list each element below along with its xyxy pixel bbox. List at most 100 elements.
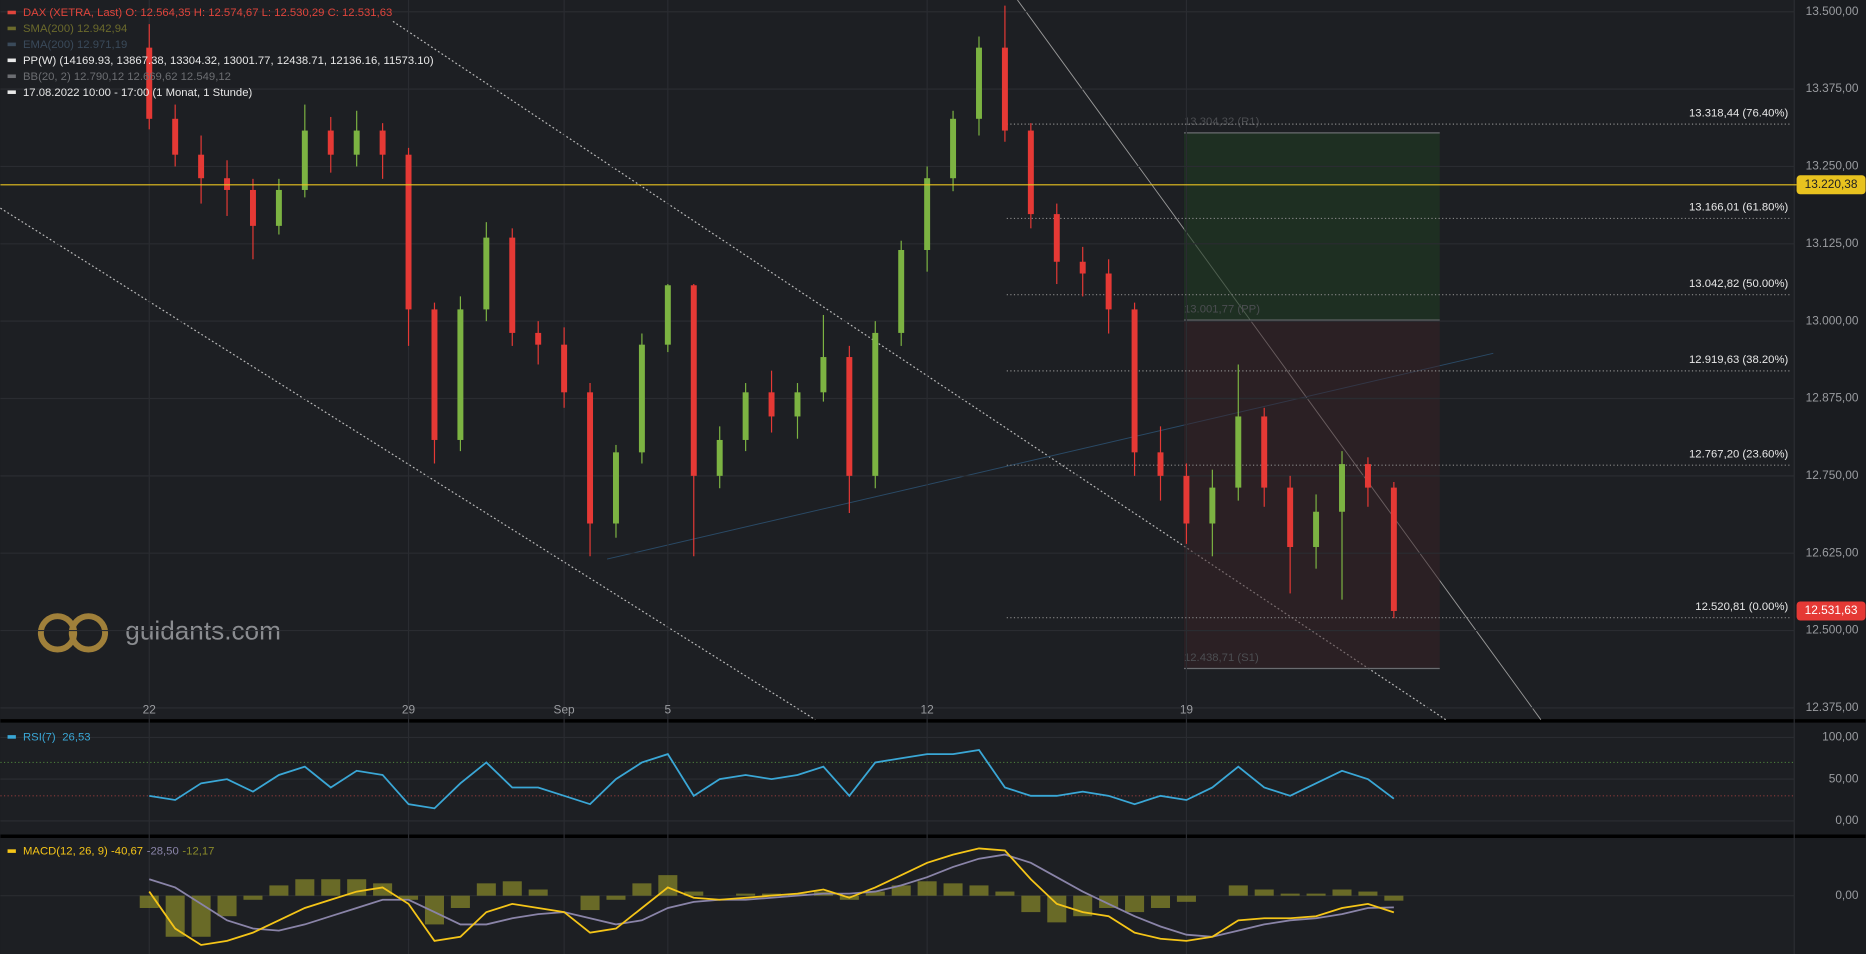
candle-body bbox=[1053, 214, 1060, 262]
macd-histogram-bar bbox=[1254, 889, 1274, 896]
legend-line: PP(W) (14169.93, 13867.38, 13304.32, 130… bbox=[23, 55, 434, 67]
y-tick-label: 13.250,00 bbox=[1806, 159, 1859, 173]
macd-histogram-bar bbox=[165, 895, 185, 937]
macd-histogram-bar bbox=[1306, 893, 1326, 896]
candle-body bbox=[509, 237, 516, 333]
candle-body bbox=[1183, 475, 1190, 524]
legend-line: SMA(200) 12.942,94 bbox=[23, 23, 127, 35]
candle-body bbox=[1261, 416, 1268, 488]
macd-histogram-bar bbox=[632, 883, 652, 896]
candle-body bbox=[483, 237, 490, 310]
axis-area bbox=[1794, 0, 1866, 954]
macd-histogram-bar bbox=[684, 891, 704, 896]
macd-histogram-bar bbox=[528, 889, 548, 896]
rsi-title: RSI(7) bbox=[23, 731, 56, 743]
candle-body bbox=[172, 118, 179, 155]
macd-histogram-bar bbox=[321, 879, 341, 896]
legend-line: BB(20, 2) 12.790,12 12.669,62 12.549,12 bbox=[23, 71, 231, 83]
macd-histogram-bar bbox=[424, 895, 444, 925]
macd-histogram-bar bbox=[1150, 895, 1171, 908]
rsi-value: 26,53 bbox=[62, 731, 90, 743]
macd-histogram-bar bbox=[1021, 895, 1041, 913]
macd-histogram-bar bbox=[995, 891, 1015, 896]
macd-histogram-bar bbox=[502, 881, 522, 896]
y-tick-label: 12.375,00 bbox=[1806, 700, 1859, 714]
macd-swatch bbox=[7, 849, 16, 853]
pivot-label: 12.438,71 (S1) bbox=[1184, 652, 1259, 664]
macd-histogram-bar bbox=[450, 895, 470, 908]
candle-body bbox=[1313, 511, 1320, 548]
x-tick-label: 5 bbox=[665, 702, 672, 716]
candle-body bbox=[1079, 261, 1086, 274]
signal-line bbox=[148, 853, 1394, 938]
x-tick-label: Sep bbox=[554, 702, 576, 716]
candle-body bbox=[457, 309, 464, 440]
x-tick-label: 29 bbox=[402, 702, 416, 716]
y-tick-label: 12.625,00 bbox=[1806, 545, 1859, 559]
logo bbox=[37, 613, 109, 653]
candle-body bbox=[561, 344, 568, 393]
macd-histogram-bar bbox=[969, 885, 989, 896]
macd-histogram-bar bbox=[1384, 895, 1404, 901]
candle-body bbox=[146, 47, 153, 119]
legend-swatch bbox=[7, 74, 16, 79]
fib-label: 13.042,82 (50.00%) bbox=[1689, 278, 1788, 290]
y-tick-label: 13.375,00 bbox=[1806, 81, 1859, 95]
price-tag bbox=[1796, 601, 1866, 621]
legend-swatch bbox=[7, 90, 16, 94]
macd-histogram-bar bbox=[1099, 895, 1119, 908]
candle-body bbox=[768, 392, 775, 417]
macd-histogram-bar bbox=[1332, 889, 1352, 896]
macd-histogram-bar bbox=[865, 891, 885, 896]
y-tick-label: 12.750,00 bbox=[1806, 468, 1859, 482]
price-tag bbox=[1796, 175, 1866, 195]
candle-body bbox=[1105, 273, 1112, 310]
y-tick-label: 12.500,00 bbox=[1806, 623, 1859, 637]
pivot-zone-upper bbox=[1183, 132, 1440, 321]
candle-body bbox=[1287, 487, 1294, 548]
rsi-tick-label: 0,00 bbox=[1835, 813, 1859, 827]
candle-body bbox=[1339, 464, 1345, 512]
candle-body bbox=[1364, 464, 1371, 488]
macd-line bbox=[148, 847, 1395, 946]
y-tick-label: 13.000,00 bbox=[1806, 313, 1859, 327]
macd-value: -28,50 bbox=[147, 846, 179, 858]
candle-body bbox=[1131, 309, 1138, 453]
candle-body bbox=[924, 178, 931, 250]
pivot-label: 13.001,77 (PP) bbox=[1184, 303, 1260, 315]
legend-line: DAX (XETRA, Last) O: 12.564,35 H: 12.574… bbox=[23, 7, 392, 19]
y-tick-label: 13.125,00 bbox=[1806, 236, 1859, 250]
candle-body bbox=[613, 452, 619, 524]
candle-body bbox=[872, 332, 879, 476]
candle-body bbox=[716, 439, 723, 476]
rsi-tick-label: 100,00 bbox=[1822, 730, 1859, 744]
candle-body bbox=[301, 130, 308, 190]
fib-label: 12.919,63 (38.20%) bbox=[1689, 354, 1788, 366]
fib-label: 12.767,20 (23.60%) bbox=[1689, 448, 1788, 460]
legend-line: 17.08.2022 10:00 - 17:00 (1 Monat, 1 Stu… bbox=[23, 87, 252, 99]
macd-value: -40,67 bbox=[111, 846, 143, 858]
y-tick-label: 12.875,00 bbox=[1806, 391, 1859, 405]
candle-body bbox=[327, 130, 334, 155]
candle-body bbox=[587, 392, 594, 524]
candle-body bbox=[431, 309, 438, 440]
candle-body bbox=[353, 130, 360, 155]
price-tag-label: 12.531,63 bbox=[1805, 603, 1858, 617]
macd-histogram-bar bbox=[1358, 891, 1378, 896]
fib-label: 12.520,81 (0.00%) bbox=[1695, 601, 1788, 613]
macd-histogram-bar bbox=[243, 895, 263, 900]
macd-histogram-bar bbox=[217, 895, 237, 917]
macd-histogram-bar bbox=[787, 893, 808, 896]
macd-histogram-bar bbox=[191, 895, 211, 937]
macd-histogram-bar bbox=[1280, 893, 1300, 896]
macd-histogram-bar bbox=[943, 883, 963, 896]
candle-body bbox=[1001, 47, 1008, 131]
candle-body bbox=[1235, 416, 1242, 488]
pivot-label: 13.304,32 (R1) bbox=[1184, 116, 1260, 128]
legend-swatch bbox=[7, 26, 16, 31]
legend-swatch bbox=[7, 42, 16, 47]
candle-body bbox=[820, 357, 827, 393]
macd-histogram-bar bbox=[1228, 885, 1248, 896]
candle-body bbox=[535, 332, 542, 345]
